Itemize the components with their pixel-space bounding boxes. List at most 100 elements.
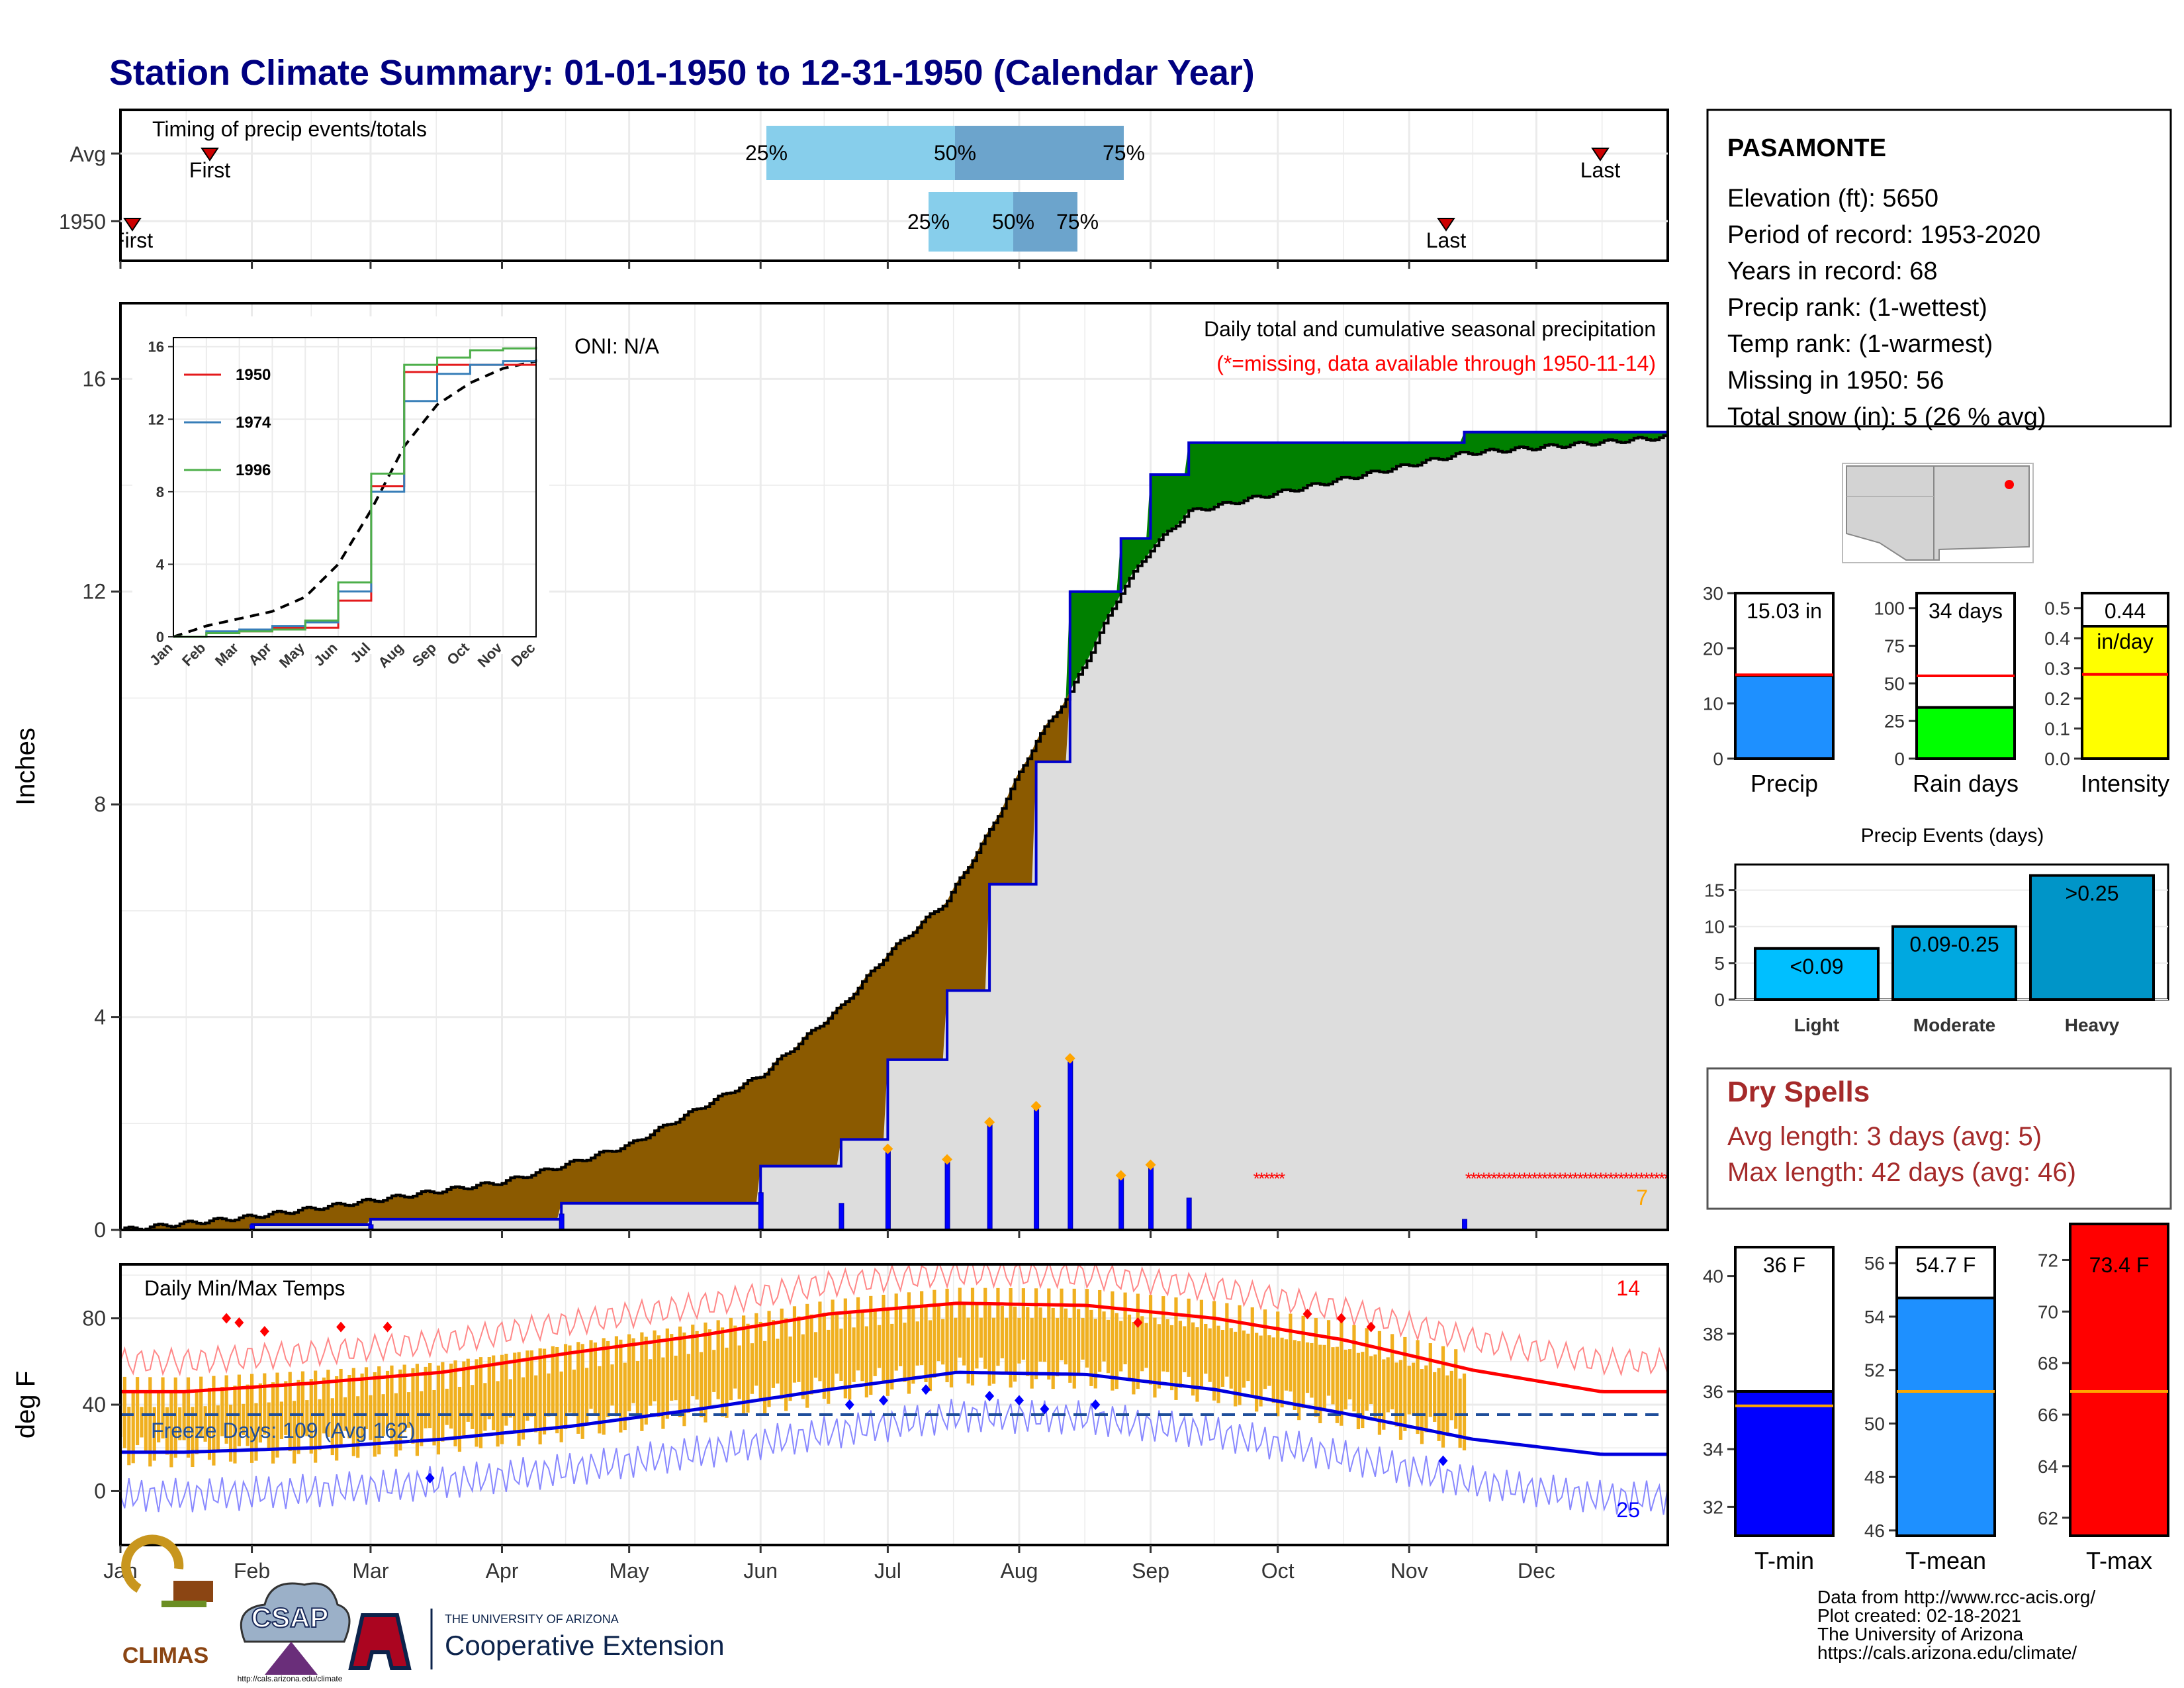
daily-temp-range-bar — [619, 1339, 623, 1433]
inset-legend-1996: 1996 — [236, 461, 271, 479]
daily-temp-range-bar — [169, 1390, 173, 1468]
oni-label: ONI: N/A — [574, 334, 660, 358]
daily-temp-range-bar — [360, 1373, 364, 1441]
daily-temp-range-bar — [1352, 1325, 1356, 1412]
daily-temp-range-bar — [1093, 1319, 1097, 1389]
missing-day-mark: * — [1649, 1169, 1655, 1189]
station-info-line: Temp rank: (1-warmest) — [1727, 330, 1993, 358]
daily-temp-range-bar — [839, 1329, 843, 1382]
heavy-event-marker — [984, 1117, 995, 1128]
daily-temp-range-bar — [1013, 1306, 1017, 1382]
timing-row-avg-label: Avg — [69, 142, 106, 166]
daily-precip-bar — [1068, 1059, 1073, 1230]
avg-last-label: Last — [1580, 158, 1621, 182]
record-max-line — [120, 1264, 1668, 1377]
daily-temp-range-bar — [1454, 1349, 1458, 1429]
daily-temp-range-bar — [869, 1295, 873, 1395]
daily-temp-range-bar — [402, 1364, 406, 1432]
daily-temp-range-bar — [877, 1325, 882, 1368]
daily-temp-range-bar — [453, 1360, 457, 1446]
missing-day-mark: * — [1653, 1169, 1660, 1189]
daily-temp-range-bar — [1437, 1368, 1441, 1441]
missing-day-mark: * — [1598, 1169, 1604, 1189]
daily-temp-range-bar — [1242, 1330, 1246, 1388]
daily-temp-range-bar — [818, 1301, 822, 1382]
daily-temp-range-bar — [1445, 1375, 1449, 1434]
daily-temp-range-bar — [428, 1363, 432, 1429]
daily-temp-range-bar — [1424, 1365, 1428, 1432]
daily-temp-range-bar — [1127, 1314, 1132, 1379]
daily-temp-range-bar — [1280, 1337, 1284, 1408]
station-name: PASAMONTE — [1727, 134, 1886, 162]
daily-temp-range-bar — [958, 1288, 962, 1358]
daily-temp-range-bar — [415, 1364, 419, 1456]
freeze-days-label: Freeze Days: 109 (Avg 162) — [151, 1419, 416, 1442]
events-category-label: Moderate — [1913, 1015, 1995, 1035]
daily-temp-range-bar — [1034, 1288, 1038, 1380]
record-min-marker — [1438, 1455, 1448, 1466]
missing-day-mark: * — [1541, 1169, 1548, 1189]
daily-temp-range-bar — [432, 1389, 436, 1446]
daily-temp-range-bar — [1212, 1301, 1216, 1401]
daily-precip-bar — [758, 1192, 764, 1230]
t-min-bar — [1734, 1390, 1835, 1537]
events-bar-moderate — [1891, 925, 2017, 1002]
daily-temp-range-bar — [487, 1357, 491, 1420]
record-min-marker — [1091, 1399, 1101, 1410]
bar-ytick-label: 70 — [2038, 1301, 2058, 1322]
daily-temp-range-bar — [525, 1350, 529, 1421]
daily-temp-range-bar — [555, 1346, 559, 1434]
ua-bottom-text: Cooperative Extension — [445, 1630, 725, 1661]
precip-ytick-label: 16 — [82, 367, 106, 391]
daily-temp-range-bar — [309, 1379, 313, 1454]
bar-ytick-label: 66 — [2038, 1405, 2058, 1425]
daily-temp-range-bar — [1056, 1317, 1060, 1377]
record-max-marker — [336, 1321, 346, 1333]
daily-temp-range-bar — [890, 1323, 894, 1390]
precip-events-chart: Precip Events (days) 0 5 10 15 <0.09 Light 0.09… — [1704, 825, 2169, 1035]
record-max-marker — [1366, 1321, 1376, 1333]
missing-day-mark: * — [1279, 1169, 1285, 1189]
daily-temp-range-bar — [1229, 1328, 1233, 1389]
daily-temp-range-bar — [979, 1317, 983, 1358]
missing-day-mark: * — [1486, 1169, 1492, 1189]
daily-temp-range-bar — [1220, 1329, 1225, 1387]
daily-temp-range-bar — [856, 1297, 860, 1371]
daily-temp-range-bar — [165, 1407, 169, 1455]
daily-temp-range-bar — [293, 1401, 296, 1464]
daily-temp-range-bar — [933, 1289, 936, 1378]
daily-temp-range-bar — [606, 1340, 610, 1417]
bar-ytick-label: 0.2 — [2044, 688, 2070, 709]
temp-ylabel: deg F — [11, 1371, 40, 1438]
daily-temp-range-bar — [1195, 1327, 1199, 1402]
events-ytick-label: 10 — [1704, 917, 1725, 937]
footer-line-3: The University of Arizona — [1817, 1624, 2024, 1644]
precip-total-bar — [1734, 674, 1835, 760]
daily-temp-range-bar — [1072, 1288, 1076, 1389]
daily-temp-range-bar — [1136, 1293, 1140, 1389]
record-min-marker — [425, 1472, 435, 1483]
daily-temp-range-bar — [203, 1406, 207, 1442]
daily-temp-range-bar — [678, 1326, 682, 1418]
daily-temp-range-bar — [398, 1369, 402, 1451]
daily-temp-range-bar — [161, 1377, 165, 1439]
footer-credits: Data from http://www.rcc-acis.org/ Plot … — [1817, 1587, 2095, 1663]
missing-day-mark: * — [1638, 1169, 1645, 1189]
heavy-event-count: 7 — [1636, 1186, 1648, 1209]
bar-ytick-label: 68 — [2038, 1353, 2058, 1374]
record-min-marker — [1014, 1395, 1024, 1406]
daily-temp-range-bar — [233, 1385, 237, 1464]
missing-day-mark: * — [1521, 1169, 1527, 1189]
daily-temp-range-bar — [1169, 1325, 1174, 1391]
missing-day-mark: * — [1490, 1169, 1497, 1189]
temp-title: Daily Min/Max Temps — [144, 1276, 345, 1300]
record-max-marker — [234, 1317, 244, 1329]
record-max-marker — [222, 1313, 232, 1324]
daily-temp-range-bar — [1449, 1370, 1453, 1421]
daily-temp-range-bar — [237, 1374, 241, 1446]
daily-temp-range-bar — [1377, 1331, 1382, 1435]
daily-temp-range-bar — [1174, 1297, 1178, 1400]
daily-temp-range-bar — [199, 1376, 203, 1438]
daily-temp-range-bar — [551, 1346, 555, 1417]
